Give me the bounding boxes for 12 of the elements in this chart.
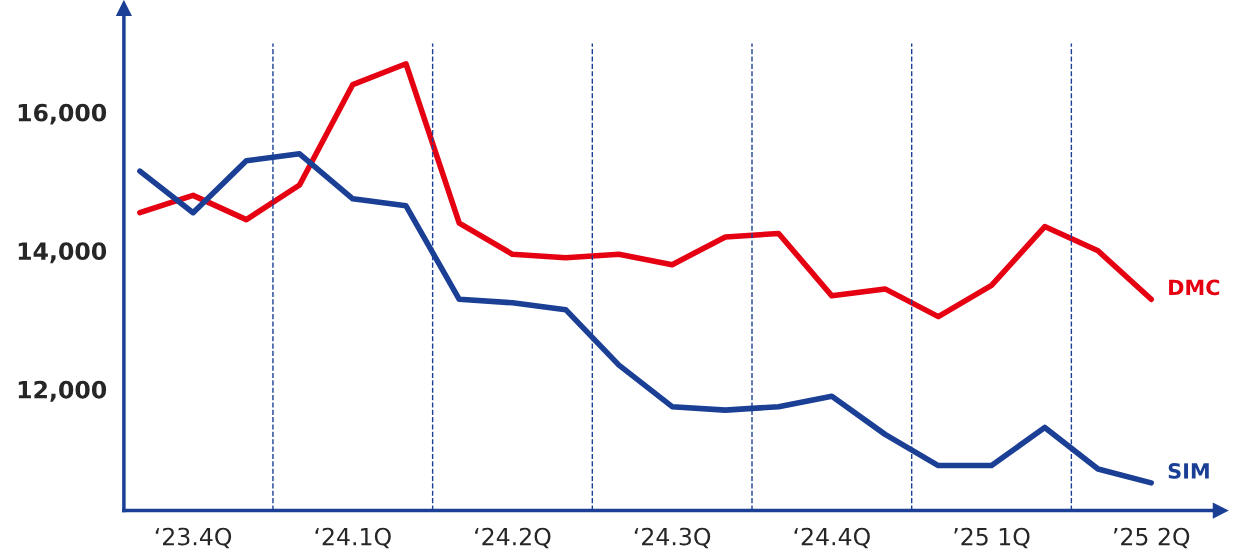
x-tick-label: ‘23.4Q (155, 527, 232, 549)
x-tick-label: ‘24.3Q (634, 527, 711, 549)
x-tick-label: ‘24.4Q (794, 527, 870, 549)
y-tick-label: 14,000 (18, 242, 107, 264)
x-tick-label: ‘24.1Q (315, 527, 391, 549)
series-label: SIM (1168, 463, 1209, 479)
x-tick-label: ’25 1Q (954, 527, 1030, 549)
y-tick-label: 16,000 (18, 103, 107, 125)
x-tick-label: ’25 2Q (1113, 527, 1190, 549)
x-tick-label: ‘24.2Q (475, 527, 551, 549)
series-label: DMC (1169, 279, 1220, 296)
y-tick-label: 12,000 (18, 380, 107, 402)
